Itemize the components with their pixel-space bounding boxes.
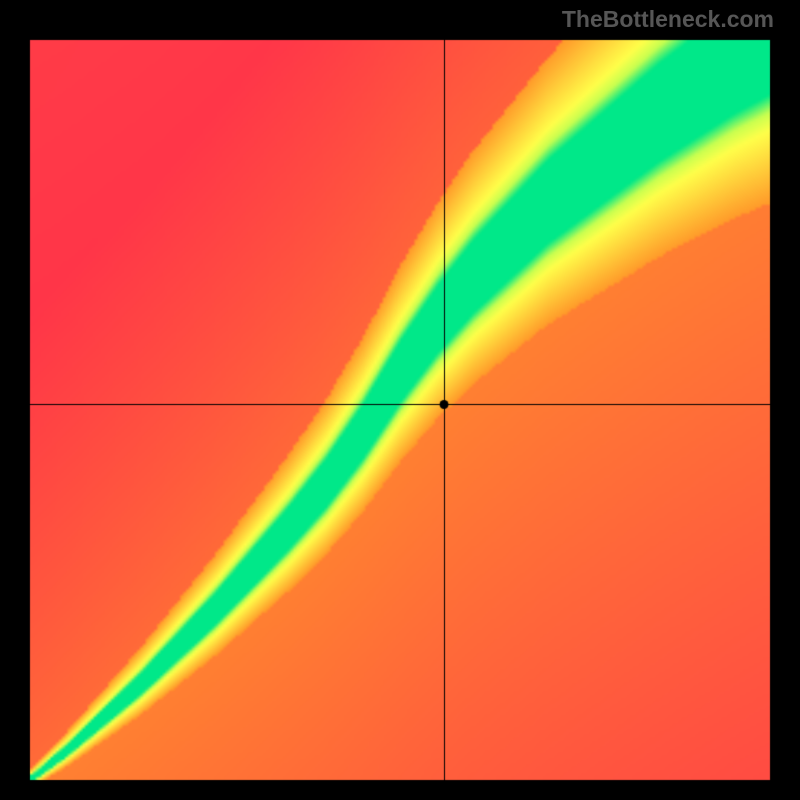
chart-container: TheBottleneck.com	[0, 0, 800, 800]
watermark-text: TheBottleneck.com	[562, 6, 774, 33]
bottleneck-heatmap	[0, 0, 800, 800]
